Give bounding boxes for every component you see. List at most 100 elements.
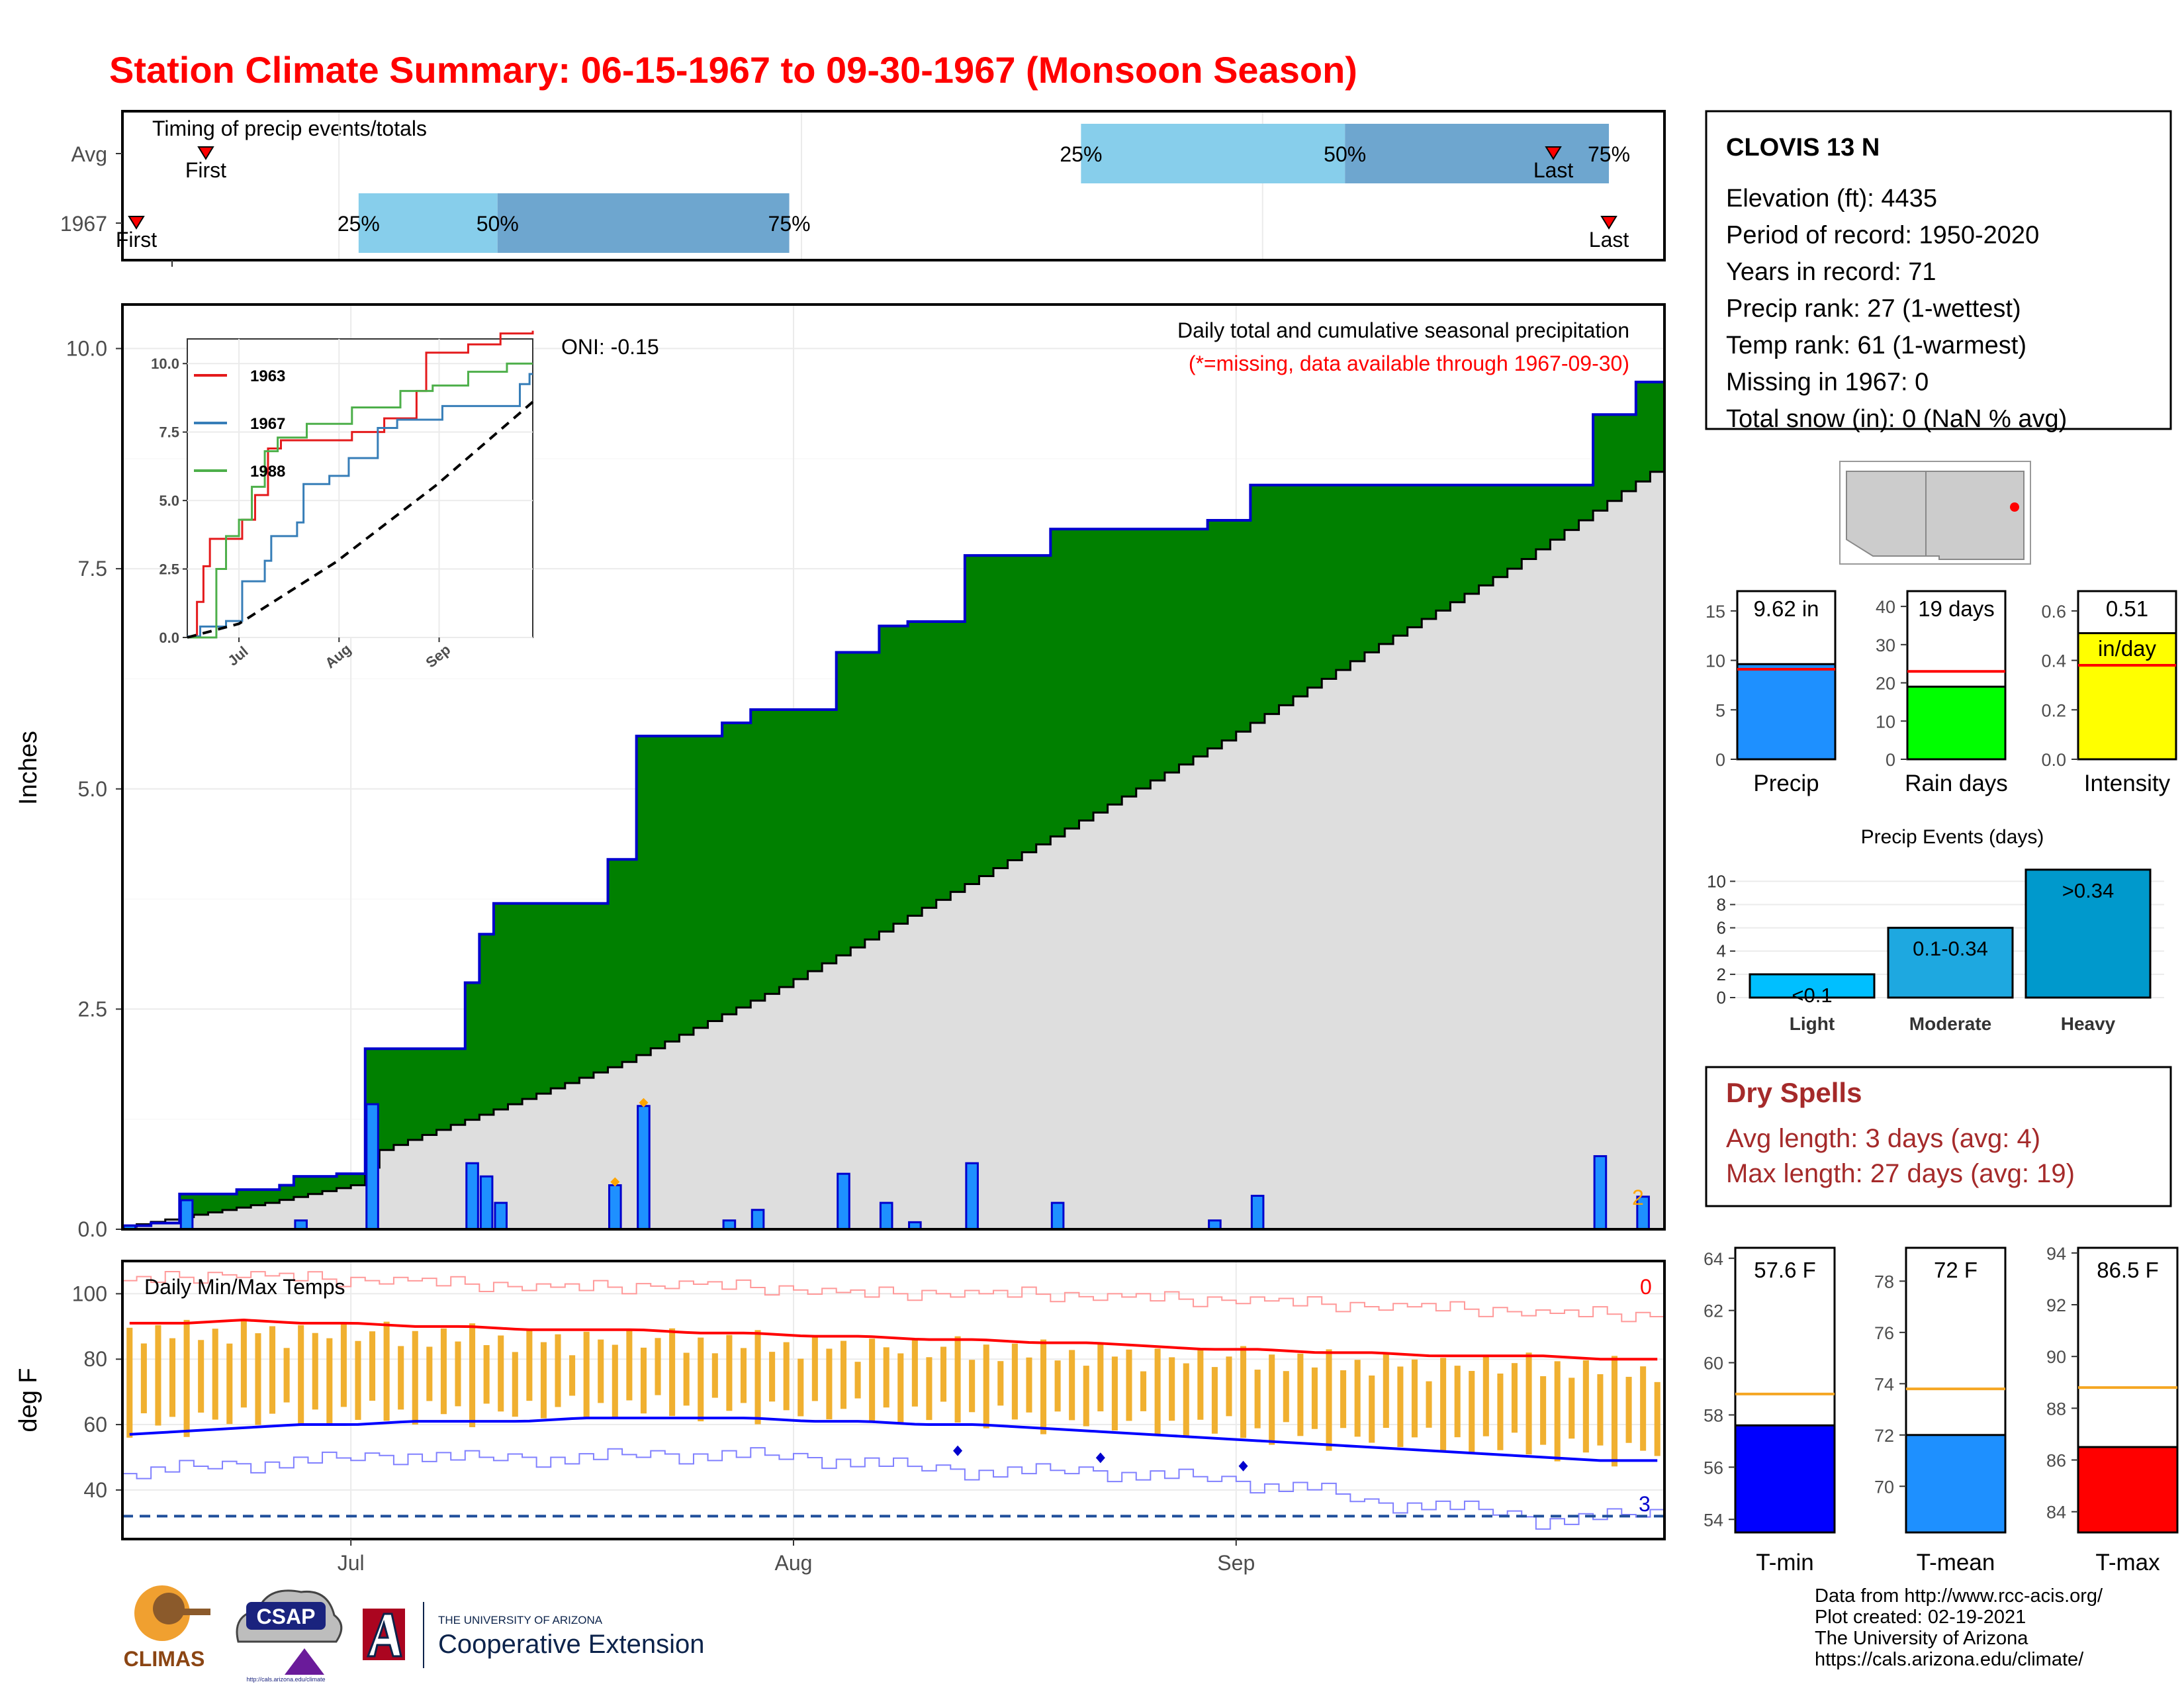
daily-temp-bar <box>212 1329 218 1420</box>
record-min-line <box>122 1447 1664 1530</box>
daily-temp-bar <box>1154 1348 1161 1436</box>
temp-summary-ytick-label: 94 <box>2046 1244 2066 1264</box>
daily-temp-bar <box>1069 1350 1075 1421</box>
inset-series-1963 <box>187 330 534 639</box>
timing-first-label: First <box>116 228 157 252</box>
map-newmexico-shape <box>1925 471 2025 560</box>
inset-ytick-label: 10.0 <box>151 355 179 372</box>
daily-temp-bar <box>1254 1370 1261 1429</box>
events-category-label: Moderate <box>1909 1013 1991 1034</box>
daily-temp-bar <box>1040 1339 1047 1434</box>
daily-temp-bar <box>155 1325 161 1426</box>
daily-temp-bar <box>383 1321 390 1421</box>
footer-credits: Data from http://www.rcc-acis.org/Plot c… <box>1815 1585 2103 1670</box>
daily-temp-bar <box>1469 1371 1475 1454</box>
daily-precip-bar <box>608 1184 622 1231</box>
record-low-marker <box>1238 1460 1248 1472</box>
csap-logo-mountain <box>285 1648 324 1675</box>
temp-summary-ytick-label: 56 <box>1704 1458 1723 1477</box>
timing-q25-q50-bar <box>358 193 498 253</box>
record-low-marker <box>953 1445 963 1456</box>
daily-temp-bar <box>1240 1346 1247 1438</box>
daily-temp-bar <box>512 1352 518 1417</box>
timing-first-marker <box>197 146 214 160</box>
summary-ytick-label: 0 <box>1715 750 1725 770</box>
daily-precip-bar <box>1593 1155 1608 1231</box>
temp-ytick-label: 40 <box>83 1478 107 1502</box>
daily-temp-bar <box>997 1361 1004 1406</box>
daily-temp-bar <box>426 1346 433 1401</box>
summary-value-label: 9.62 in <box>1753 596 1819 621</box>
summary-ytick-label: 0.4 <box>2041 651 2066 671</box>
csap-logo-url: http://cals.arizona.edu/climate <box>246 1676 325 1683</box>
daily-temp-bar <box>854 1362 861 1399</box>
daily-temp-bar <box>683 1352 690 1406</box>
daily-temp-bar <box>283 1348 290 1403</box>
daily-temp-bar <box>1640 1366 1647 1451</box>
temp-panel-title: Daily Min/Max Temps <box>144 1275 345 1299</box>
temp-summary-value-bar <box>2077 1446 2179 1534</box>
timing-bars: Avg 25% 50% 75% First Last 1967 25% 50% 75% First L… <box>60 113 1630 259</box>
daily-temp-bar <box>911 1338 918 1407</box>
daily-temp-bar <box>369 1331 376 1401</box>
summary-bar-label: Precip <box>1753 771 1819 796</box>
summary-bars: 0 5 10 15 9.62 in Precip 0 10 20 30 40 19 days Rain … <box>1706 590 2177 796</box>
daily-temp-bar <box>1426 1381 1432 1428</box>
dry-spells-title: Dry Spells <box>1726 1077 1862 1108</box>
climas-logo-swirl-inner <box>153 1593 185 1624</box>
station-detail-line: Temp rank: 61 (1-warmest) <box>1726 332 2026 359</box>
daily-temp-bar <box>526 1329 533 1401</box>
summary-value-bar <box>2077 632 2177 761</box>
daily-precip-bar <box>837 1172 850 1231</box>
cumulative-1967-line <box>122 381 1664 1227</box>
daily-temp-bar <box>1111 1356 1118 1431</box>
timing-last-label: Last <box>1533 158 1574 182</box>
climas-logo-text: CLIMAS <box>124 1647 205 1671</box>
daily-temp-bar <box>1226 1356 1232 1417</box>
normal-cumulative-area <box>122 471 1664 1229</box>
timing-q25-q50-bar <box>1081 124 1345 183</box>
summary-bar-label: Intensity <box>2084 771 2171 796</box>
temp-summary-ytick-label: 92 <box>2046 1295 2066 1315</box>
month-label: Aug <box>775 1551 813 1575</box>
timing-last-marker <box>1600 216 1617 230</box>
inset-legend-label: 1967 <box>250 415 285 433</box>
daily-precip-bar <box>1050 1201 1065 1231</box>
summary-value-bar <box>1906 685 2007 761</box>
precip-missing-count: 2 <box>1632 1186 1644 1209</box>
temp-summary-ytick-label: 76 <box>1874 1323 1894 1343</box>
inset-ytick-label: 7.5 <box>159 424 179 441</box>
timing-q50-q75-bar <box>1345 124 1610 183</box>
summary-ytick-label: 5 <box>1715 700 1725 720</box>
daily-temp-bar <box>1011 1343 1018 1420</box>
daily-temp-bar <box>412 1331 418 1425</box>
daily-temp-bar <box>469 1323 476 1428</box>
temp-summary-ytick-label: 88 <box>2046 1399 2066 1419</box>
temp-summary-ytick-label: 62 <box>1704 1301 1723 1321</box>
daily-temp-bar <box>954 1336 961 1423</box>
daily-temp-bar <box>1625 1376 1632 1443</box>
precip-events-panel: Precip Events (days) 0 2 4 6 8 10 <0.1 Light 0.1… <box>1707 826 2164 1034</box>
daily-temp-bar <box>1369 1375 1375 1443</box>
timing-q25-label: 25% <box>338 212 380 236</box>
station-details: Elevation (ft): 4435 Period of record: 19… <box>1726 185 2067 433</box>
events-bar-moderate <box>1887 927 2014 999</box>
daily-temp-bar <box>598 1339 604 1403</box>
daily-temp-bar <box>583 1331 590 1419</box>
summary-bar-label: Rain days <box>1905 771 2008 796</box>
temp-ytick-label: 100 <box>72 1282 107 1305</box>
temp-summary-bar-label: T-min <box>1756 1550 1814 1575</box>
temp-ytick-label: 80 <box>83 1347 107 1371</box>
inset-series-1988 <box>187 362 533 639</box>
temp-background <box>122 1261 1664 1539</box>
dry-spells-max: Max length: 27 days (avg: 19) <box>1726 1159 2075 1188</box>
temp-missing-max: 0 <box>1640 1275 1652 1299</box>
station-detail-line: Period of record: 1950-2020 <box>1726 222 2039 250</box>
inset-legend-label: 1963 <box>250 367 285 385</box>
temp-summary-value-label: 86.5 F <box>2097 1258 2159 1282</box>
timing-q25-label: 25% <box>1060 142 1102 166</box>
precip-panel-subtitle: (*=missing, data available through 1967-… <box>1189 352 1629 375</box>
timing-row-label: Avg <box>71 142 107 166</box>
temp-plot-area: 40 60 80 100 <box>72 1261 1664 1539</box>
